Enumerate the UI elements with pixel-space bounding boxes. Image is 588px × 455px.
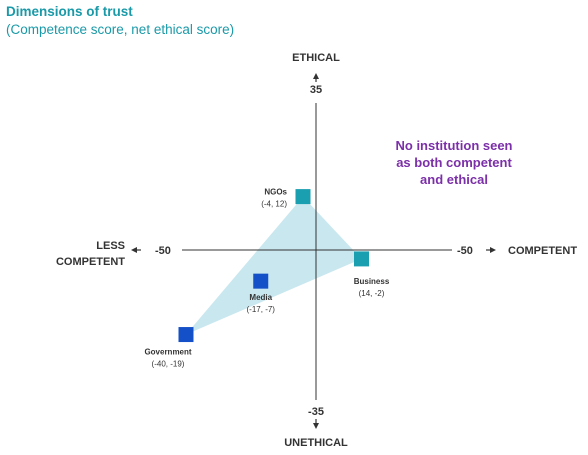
x-axis-high-label: COMPETENT xyxy=(508,245,577,257)
point-ngos-marker xyxy=(295,189,311,205)
point-government-coords: (-40, -19) xyxy=(152,360,185,369)
point-ngos-coords: (-4, 12) xyxy=(261,200,287,209)
annotation-line-1: No institution seen xyxy=(396,138,513,153)
chart-subtitle: (Competence score, net ethical score) xyxy=(6,22,235,37)
x-axis-min-tick: -50 xyxy=(155,245,171,257)
point-business-coords: (14, -2) xyxy=(359,289,385,298)
x-axis-low-label-line2: COMPETENT xyxy=(56,256,125,268)
annotation-line-2: as both competent xyxy=(396,155,512,170)
y-axis-high-label: ETHICAL xyxy=(292,52,340,64)
annotation-line-3: and ethical xyxy=(420,172,488,187)
chart-title: Dimensions of trust xyxy=(6,4,133,19)
point-media-name: Media xyxy=(249,293,272,302)
x-axis-max-tick: -50 xyxy=(457,245,473,257)
trust-gap-triangle xyxy=(186,196,362,335)
y-axis-low-label: UNETHICAL xyxy=(284,437,348,449)
point-ngos-name: NGOs xyxy=(264,188,287,197)
point-business-marker xyxy=(354,251,369,267)
down-arrow-icon xyxy=(313,423,319,429)
left-arrow-icon xyxy=(131,247,137,253)
point-business-name: Business xyxy=(354,277,390,286)
point-government-marker xyxy=(178,327,194,343)
x-axis-low-label-line1: LESS xyxy=(96,240,125,252)
y-axis-min-tick: -35 xyxy=(308,406,324,418)
point-media-marker xyxy=(253,273,269,289)
up-arrow-icon xyxy=(313,73,319,79)
point-media-coords: (-17, -7) xyxy=(247,305,276,314)
right-arrow-icon xyxy=(490,247,496,253)
y-axis-max-tick: 35 xyxy=(310,84,322,96)
point-government-name: Government xyxy=(144,348,191,357)
